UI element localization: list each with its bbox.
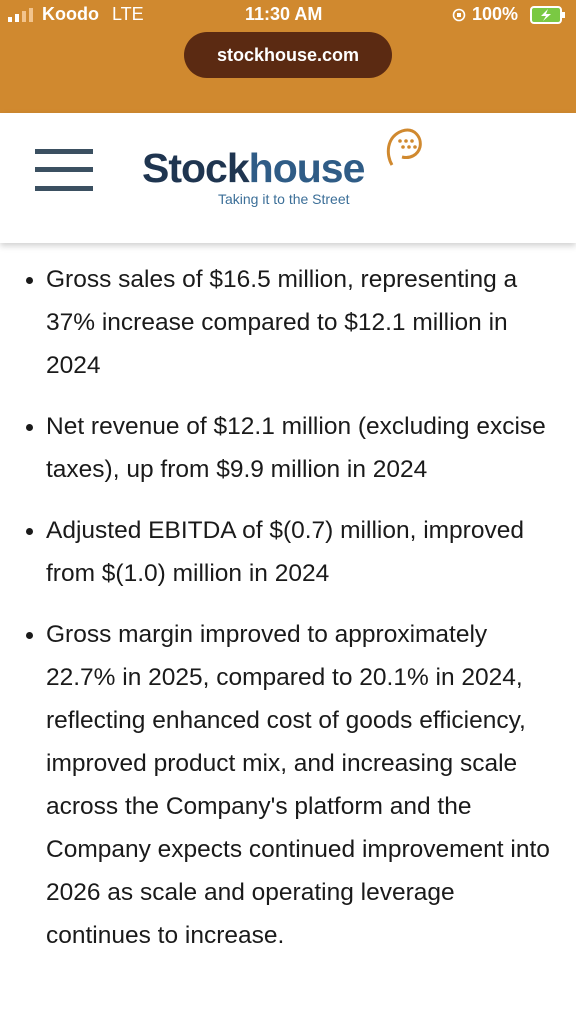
bullet-item: Gross sales of $16.5 million, representi… (46, 258, 560, 387)
clock: 11:30 AM (245, 4, 323, 24)
logo-part: Stock (142, 145, 250, 191)
lock-rotation-icon (452, 8, 466, 22)
browser-bar: Koodo LTE 11:30 AM 100% stockhouse.com (0, 0, 576, 113)
logo-part: house (248, 145, 366, 191)
bullet-item: Gross margin improved to approximately 2… (46, 613, 560, 957)
tagline: Taking it to the Street (218, 191, 350, 207)
site-header: Stockhouse Taking it to the Street (0, 113, 576, 243)
bullet-list: Gross sales of $16.5 million, representi… (0, 258, 560, 975)
url-bar[interactable]: stockhouse.com (184, 32, 392, 78)
battery-icon (530, 6, 565, 24)
battery-level: 100% (472, 4, 519, 24)
logo-icon (386, 128, 422, 166)
logo[interactable]: Stockhouse (142, 145, 366, 192)
menu-button[interactable] (35, 149, 93, 193)
network: LTE (112, 4, 144, 24)
signal-icon (8, 8, 33, 22)
bullet-item: Net revenue of $12.1 million (excluding … (46, 405, 560, 491)
carrier: Koodo (42, 4, 99, 24)
bullet-item: Adjusted EBITDA of $(0.7) million, impro… (46, 509, 560, 595)
